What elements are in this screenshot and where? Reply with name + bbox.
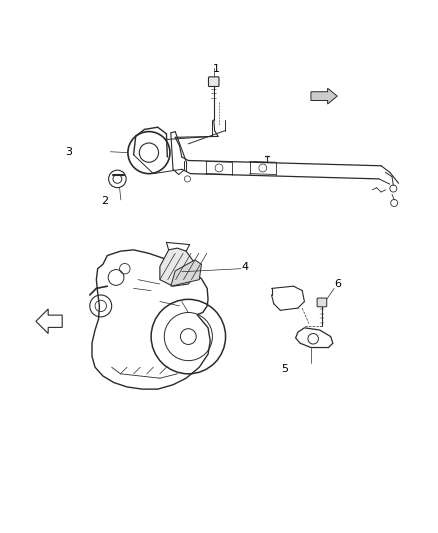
Polygon shape (92, 250, 210, 389)
Polygon shape (36, 309, 62, 334)
FancyBboxPatch shape (317, 298, 327, 307)
Text: 1: 1 (212, 63, 219, 74)
FancyBboxPatch shape (208, 77, 219, 86)
Polygon shape (171, 260, 201, 286)
Polygon shape (311, 88, 337, 104)
Polygon shape (296, 328, 333, 348)
Text: 4: 4 (242, 262, 249, 271)
Text: 3: 3 (65, 147, 72, 157)
Text: 6: 6 (334, 279, 341, 289)
Text: 2: 2 (101, 196, 108, 206)
Polygon shape (160, 248, 195, 286)
Text: 5: 5 (281, 365, 288, 374)
